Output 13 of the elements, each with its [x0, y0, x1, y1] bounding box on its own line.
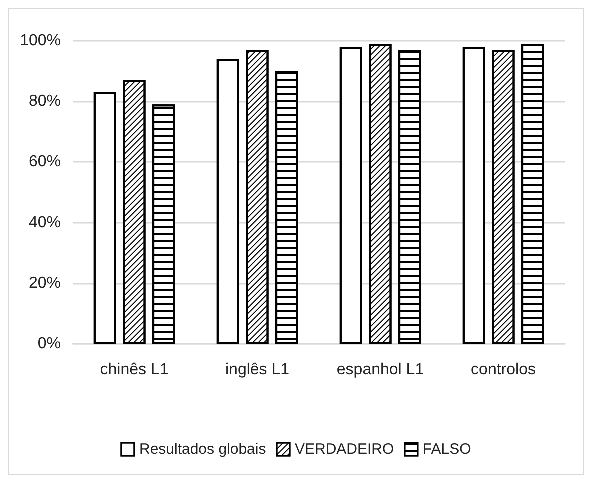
- y-tick-label: 100%: [20, 32, 61, 50]
- y-tick-label: 80%: [28, 93, 61, 110]
- x-tick-label: espanhol L1: [336, 362, 424, 378]
- x-tick-label: inglês L1: [225, 362, 290, 378]
- x-tick-label: controlos: [471, 362, 536, 378]
- legend-label: VERDADEIRO: [294, 441, 394, 458]
- legend-label: Resultados globais: [139, 441, 266, 458]
- x-tick-label: chinês L1: [100, 362, 169, 378]
- y-tick-label: 0%: [38, 336, 61, 352]
- y-tick-label: 60%: [28, 154, 61, 171]
- y-tick-label: 40%: [28, 214, 61, 232]
- y-tick-label: 20%: [28, 274, 61, 292]
- legend-label: FALSO: [422, 441, 472, 458]
